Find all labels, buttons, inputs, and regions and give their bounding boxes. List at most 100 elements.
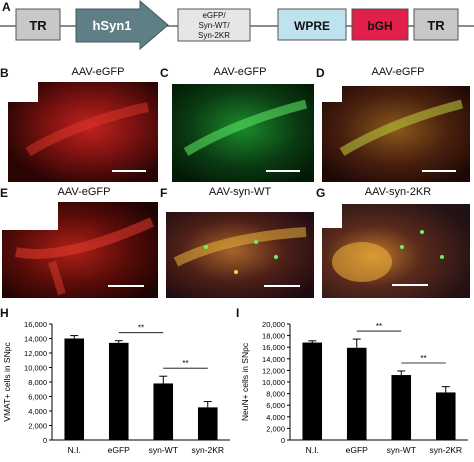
wpre-label: WPRE <box>294 19 330 33</box>
significance-label: ** <box>420 354 426 363</box>
snpc-band-e <box>14 217 155 259</box>
panel-letter-i: I <box>236 306 240 320</box>
snpc-region-g <box>332 242 392 282</box>
panel-d-title: AAV-eGFP <box>371 66 425 78</box>
scale-bar-g <box>392 284 428 286</box>
x-tick-label: N.I. <box>68 445 81 455</box>
panel-letter-e: E <box>0 186 9 200</box>
scale-bar-d <box>422 170 456 172</box>
insert-label-line1: eGFP/ <box>202 11 226 20</box>
bar <box>64 338 85 440</box>
scale-bar-e <box>108 285 144 287</box>
panel-letter-h: H <box>0 306 9 320</box>
panel-f-title: AAV-syn-WT <box>208 186 272 198</box>
tr-left-label: TR <box>29 18 47 33</box>
x-tick-label: syn-WT <box>149 445 178 455</box>
bar <box>435 392 456 440</box>
tissue-green-c <box>172 84 314 182</box>
x-tick-label: eGFP <box>108 445 131 455</box>
y-tick-label: 6,000 <box>28 393 47 402</box>
micrograph-f <box>166 202 314 298</box>
cell-dot <box>420 230 424 234</box>
significance-label: ** <box>376 322 382 331</box>
panel-letter-b: B <box>0 66 9 80</box>
cell-dot <box>254 240 258 244</box>
panel-letter-f: F <box>160 186 168 200</box>
y-tick-label: 16,000 <box>24 320 47 329</box>
snpc-band-b <box>25 102 150 157</box>
tr-left-box <box>15 8 61 41</box>
y-tick-label: 4,000 <box>28 407 47 416</box>
y-tick-label: 0 <box>43 436 47 445</box>
bar <box>108 342 129 440</box>
panel-g-title: AAV-syn-2KR <box>364 186 432 198</box>
x-tick-label: syn-2KR <box>191 445 224 455</box>
tr-right-label: TR <box>427 18 445 33</box>
y-tick-label: 14,000 <box>24 335 47 344</box>
bar <box>197 407 218 440</box>
promoter-arrow <box>75 0 169 51</box>
insert-label-line3: Syn-2KR <box>198 31 230 40</box>
y-tick-label: 8,000 <box>28 378 47 387</box>
micrograph-c <box>166 82 314 182</box>
panel-b-title: AAV-eGFP <box>71 66 125 78</box>
y-tick-label: 16,000 <box>262 343 285 352</box>
y-tick-label: 18,000 <box>262 332 285 341</box>
y-tick-label: 12,000 <box>24 349 47 358</box>
snpc-band-d <box>339 99 464 156</box>
y-tick-label: 10,000 <box>262 378 285 387</box>
scale-bar-c <box>266 170 300 172</box>
panel-c-title: AAV-eGFP <box>213 66 267 78</box>
panel-letter-d: D <box>316 66 325 80</box>
chart-vmat: VMAT+ cells in SNpc 0 2,000 4,000 6,000 8,000… <box>2 320 230 455</box>
tissue-red-b <box>8 82 158 182</box>
micrograph-b <box>8 82 158 182</box>
x-tick-label: N.I. <box>306 445 319 455</box>
y-tick-label: 8,000 <box>266 390 285 399</box>
y-tick-label: 20,000 <box>262 320 285 329</box>
y-tick-label: 14,000 <box>262 355 285 364</box>
panel-letter-g: G <box>316 186 326 200</box>
y-tick-label: 10,000 <box>24 364 47 373</box>
y-tick-label: 0 <box>281 436 285 445</box>
cell-dot <box>274 255 278 259</box>
x-tick-label: eGFP <box>346 445 369 455</box>
wpre-box <box>277 8 347 41</box>
cell-dot <box>234 270 238 274</box>
scale-bar-f <box>264 285 300 287</box>
chart-neun: NeuN+ cells in SNpc 0 2,000 4,000 6,000 8,000… <box>240 320 468 455</box>
significance-label: ** <box>182 359 188 368</box>
y-tick-label: 12,000 <box>262 366 285 375</box>
cell-dot <box>400 245 404 249</box>
snpc-tail-e <box>48 260 66 296</box>
bar <box>153 383 174 440</box>
y-tick-label: 4,000 <box>266 413 285 422</box>
micrograph-e <box>2 202 158 298</box>
x-tick-label: syn-2KR <box>429 445 462 455</box>
panel-e-title: AAV-eGFP <box>57 186 111 198</box>
construct-diagram: TR hSyn1 eGFP/ Syn-WT/ Syn-2KR WPRE bGH … <box>0 0 474 51</box>
bar <box>302 342 323 440</box>
cell-dot <box>204 245 208 249</box>
y-axis-label: NeuN+ cells in SNpc <box>240 342 250 421</box>
bgh-box <box>351 8 409 41</box>
micrograph-d <box>322 82 470 182</box>
panel-letter-a: A <box>2 0 11 14</box>
bar <box>346 347 367 440</box>
significance-label: ** <box>138 324 144 333</box>
bgh-label: bGH <box>367 19 392 33</box>
y-tick-label: 2,000 <box>28 422 47 431</box>
snpc-band-c <box>183 99 308 156</box>
y-tick-label: 2,000 <box>266 424 285 433</box>
y-tick-label: 6,000 <box>266 401 285 410</box>
promoter-label: hSyn1 <box>92 18 131 33</box>
scale-bar-b <box>112 170 146 172</box>
bar <box>391 375 412 440</box>
micrograph-g <box>322 202 470 298</box>
tr-right-box <box>413 8 459 41</box>
tissue-merge-d <box>322 86 470 182</box>
y-axis-label: VMAT+ cells in SNpc <box>2 342 12 422</box>
panel-letter-c: C <box>160 66 169 80</box>
insert-label-line2: Syn-WT/ <box>198 21 230 30</box>
cell-dot <box>440 255 444 259</box>
